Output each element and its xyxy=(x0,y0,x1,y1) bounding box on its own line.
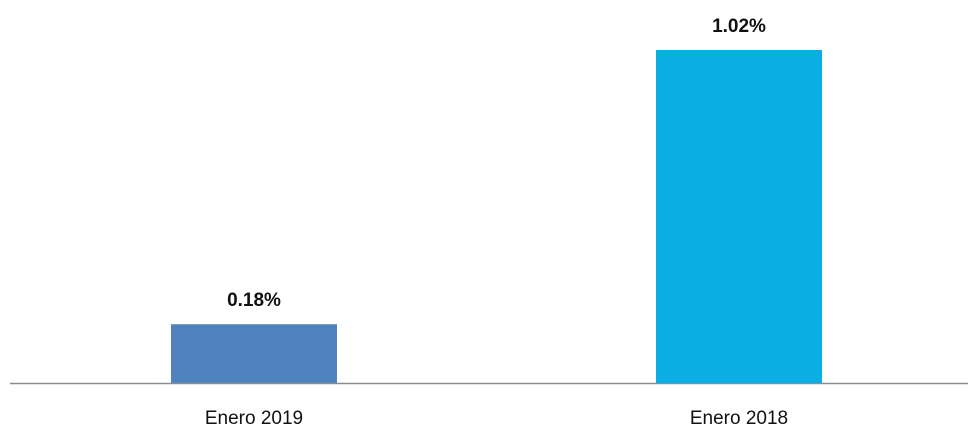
bar-enero-2018 xyxy=(656,50,822,383)
x-tick-labels-group: Enero 2019 Enero 2018 xyxy=(205,408,788,425)
bars-group xyxy=(171,50,822,383)
x-tick-label: Enero 2018 xyxy=(690,408,788,425)
data-label: 0.18% xyxy=(227,290,281,311)
x-tick-label: Enero 2019 xyxy=(205,408,303,425)
bar-enero-2019 xyxy=(171,324,337,383)
data-label: 1.02% xyxy=(712,16,766,37)
